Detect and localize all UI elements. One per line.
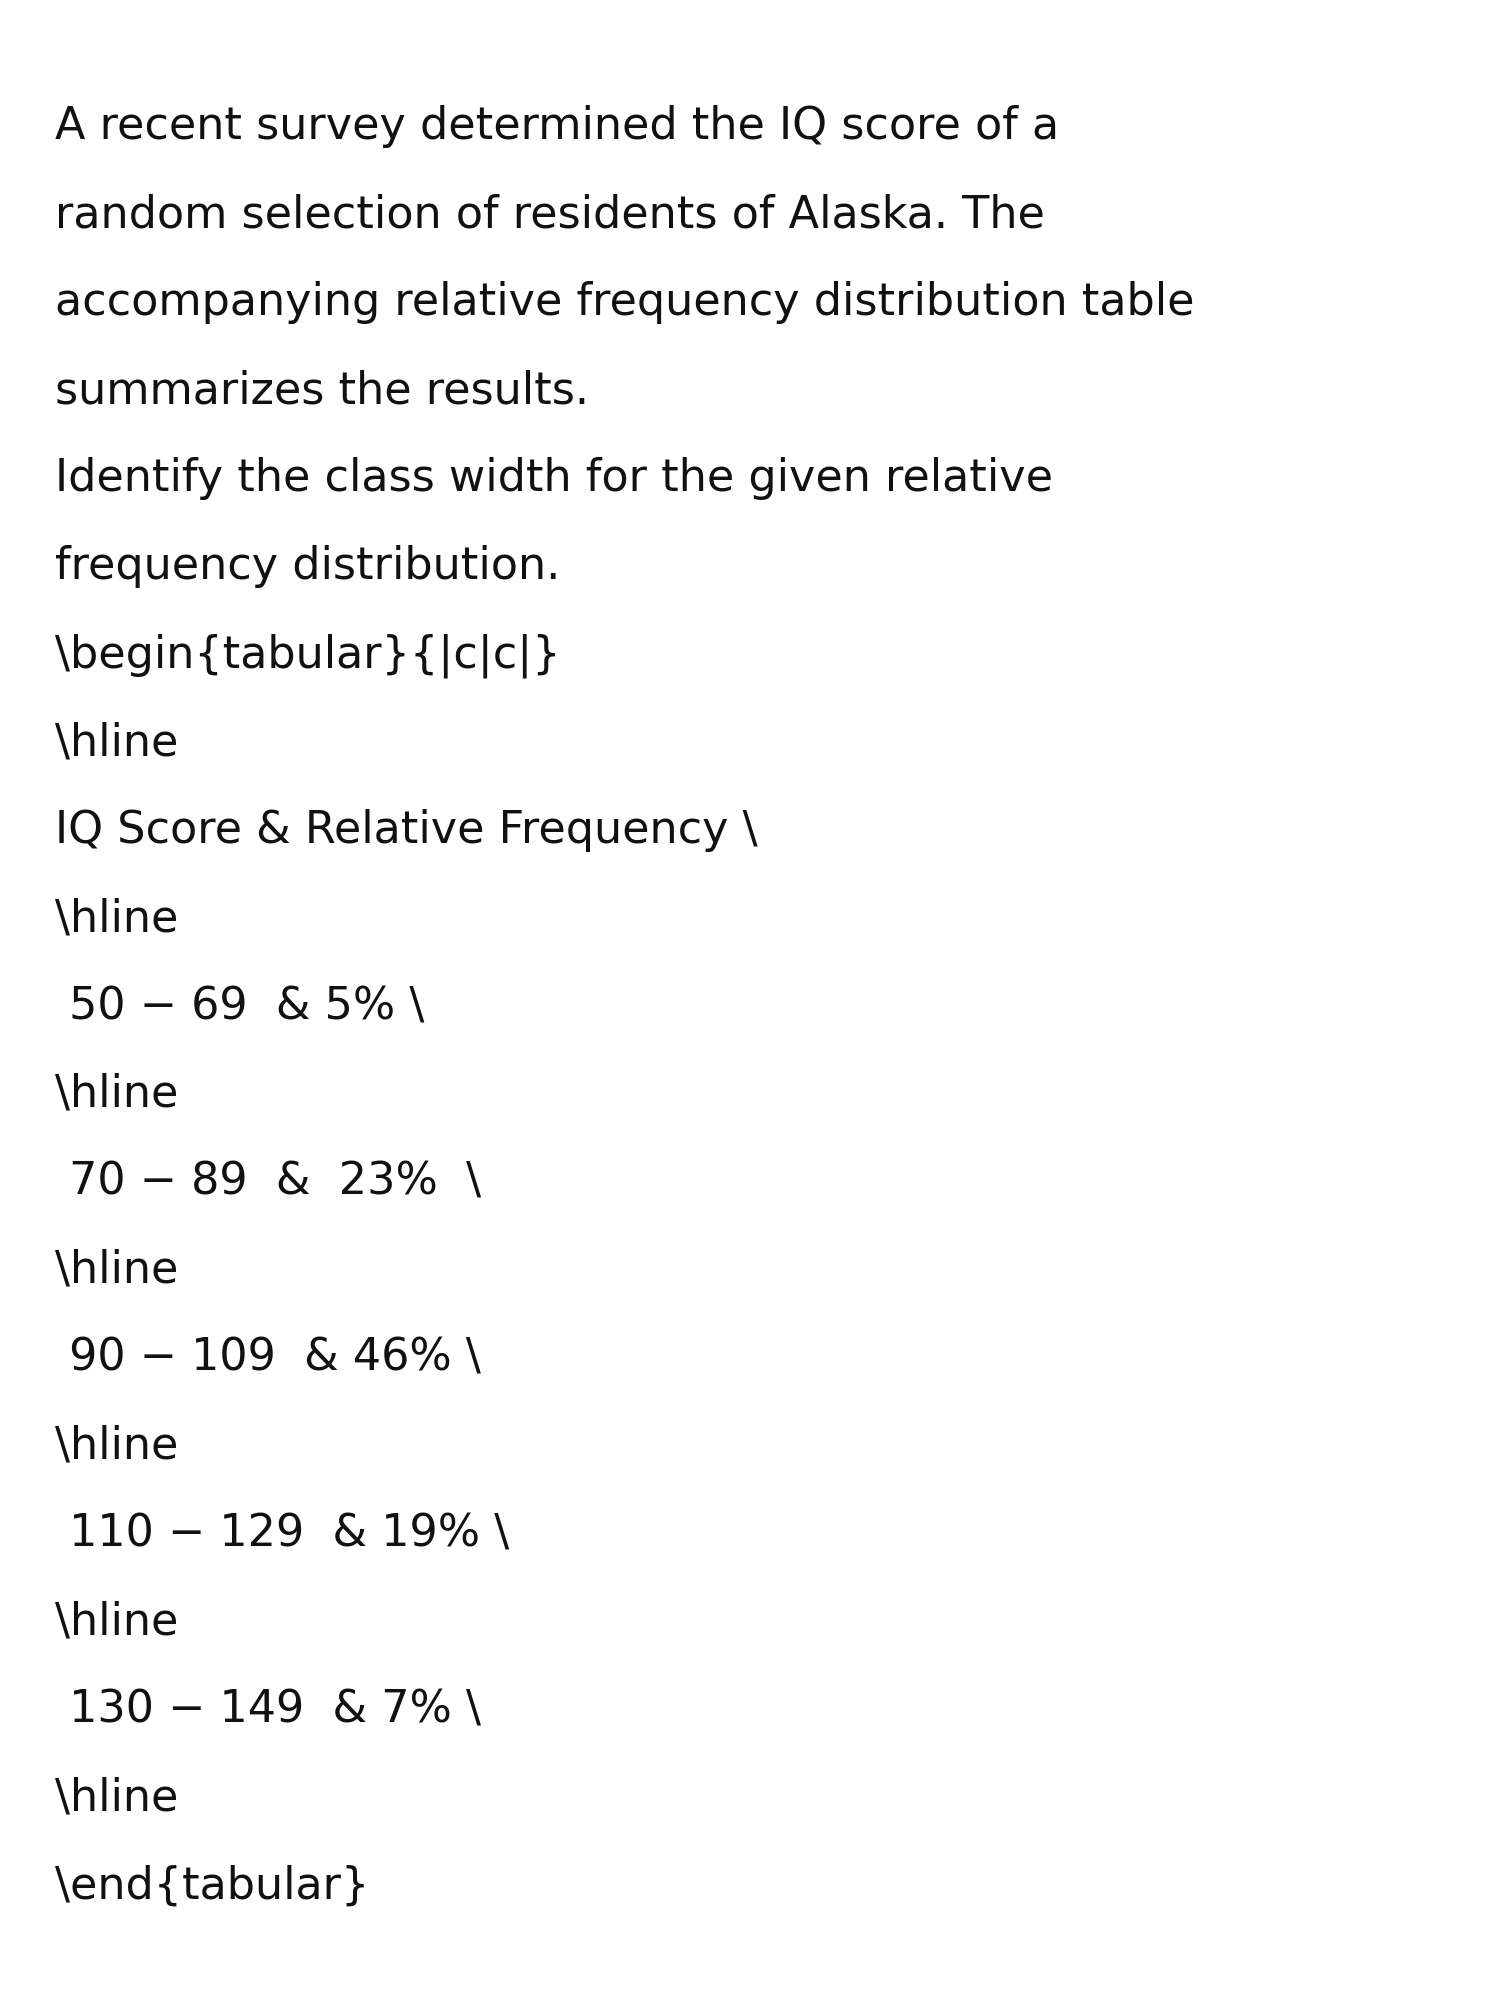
Text: Identify the class width for the given relative: Identify the class width for the given r… <box>56 457 1053 501</box>
Text: \hline: \hline <box>56 1602 178 1644</box>
Text: 50 − 69  & 5% \: 50 − 69 & 5% \ <box>56 986 424 1028</box>
Text: \hline: \hline <box>56 1424 178 1469</box>
Text: \hline: \hline <box>56 1249 178 1292</box>
Text: \hline: \hline <box>56 1777 178 1821</box>
Text: 110 − 129  & 19% \: 110 − 129 & 19% \ <box>56 1513 509 1555</box>
Text: IQ Score & Relative Frequency \: IQ Score & Relative Frequency \ <box>56 809 758 851</box>
Text: \hline: \hline <box>56 897 178 940</box>
Text: frequency distribution.: frequency distribution. <box>56 545 561 588</box>
Text: 90 − 109  & 46% \: 90 − 109 & 46% \ <box>56 1338 482 1380</box>
Text: random selection of residents of Alaska. The: random selection of residents of Alaska.… <box>56 193 1046 235</box>
Text: 70 − 89  &  23%  \: 70 − 89 & 23% \ <box>56 1161 482 1203</box>
Text: summarizes the results.: summarizes the results. <box>56 368 590 412</box>
Text: accompanying relative frequency distribution table: accompanying relative frequency distribu… <box>56 282 1194 324</box>
Text: \hline: \hline <box>56 720 178 765</box>
Text: \end{tabular}: \end{tabular} <box>56 1865 369 1907</box>
Text: \hline: \hline <box>56 1072 178 1117</box>
Text: \begin{tabular}{|c|c|}: \begin{tabular}{|c|c|} <box>56 634 561 678</box>
Text: A recent survey determined the IQ score of a: A recent survey determined the IQ score … <box>56 105 1059 149</box>
Text: 130 − 149  & 7% \: 130 − 149 & 7% \ <box>56 1688 482 1732</box>
